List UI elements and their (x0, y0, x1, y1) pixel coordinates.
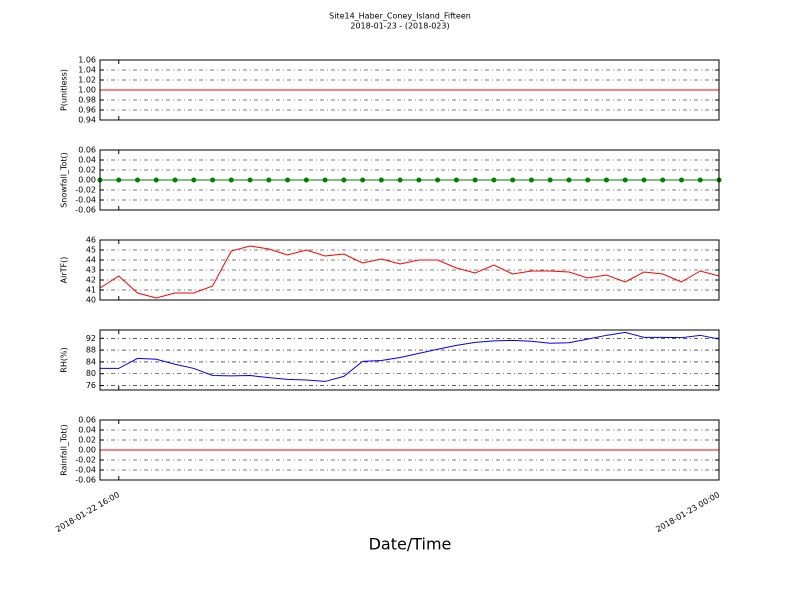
data-point (416, 177, 422, 183)
y-axis-label: Rainfall_Tot() (60, 424, 69, 476)
data-point (210, 177, 216, 183)
y-tick-label: 84 (86, 357, 96, 366)
y-tick-label: -0.06 (75, 476, 96, 485)
data-point (266, 177, 272, 183)
y-tick-label: 0.04 (78, 426, 96, 435)
data-line (99, 245, 720, 299)
data-point (528, 177, 534, 183)
data-point (547, 177, 553, 183)
y-tick-label: 0.00 (78, 176, 96, 185)
data-point (472, 177, 478, 183)
y-axis-label: Snowfall_Tot() (60, 152, 69, 208)
data-line (100, 331, 720, 382)
y-tick-label: 1.00 (78, 86, 96, 95)
axes-frame (99, 239, 720, 301)
y-tick-label: -0.06 (75, 206, 96, 215)
data-point (172, 177, 178, 183)
x-tick-label: 2018-01-23 00:00 (654, 490, 721, 534)
data-point (435, 177, 441, 183)
y-tick-label: 1.06 (78, 56, 96, 65)
x-axis-label: Date/Time (369, 535, 452, 554)
data-point (191, 177, 197, 183)
data-point (585, 177, 591, 183)
y-tick-label: 45 (86, 246, 96, 255)
data-point (641, 177, 647, 183)
y-tick-label: 0.06 (78, 416, 96, 425)
y-tick-label: 0.02 (78, 436, 96, 445)
axes-frame (99, 419, 720, 481)
data-point (360, 177, 366, 183)
y-tick-label: -0.04 (75, 196, 96, 205)
y-tick-label: -0.02 (75, 186, 96, 195)
data-point (153, 177, 159, 183)
y-tick-label: 92 (86, 334, 96, 343)
y-tick-label: 88 (86, 346, 96, 355)
data-point (660, 177, 666, 183)
y-tick-label: 44 (86, 256, 96, 265)
axes-frame (99, 329, 720, 391)
y-tick-label: 42 (86, 276, 96, 285)
data-point (247, 177, 253, 183)
chart-title: Site14_Haber_Coney_Island_Fifteen (329, 12, 471, 21)
y-tick-label: -0.04 (75, 466, 96, 475)
x-tick-label: 2018-01-22 16:00 (54, 490, 121, 534)
data-point (341, 177, 347, 183)
y-tick-label: 1.02 (78, 76, 96, 85)
y-tick-label: 46 (86, 236, 96, 245)
data-point (378, 177, 384, 183)
data-point (622, 177, 628, 183)
data-point (678, 177, 684, 183)
y-tick-label: 0.02 (78, 166, 96, 175)
chart-subtitle: 2018-01-23 - (2018-023) (350, 22, 449, 31)
axes-frame (99, 59, 720, 121)
y-tick-label: 0.06 (78, 146, 96, 155)
y-tick-label: 80 (86, 369, 96, 378)
data-point (228, 177, 234, 183)
y-tick-label: 41 (86, 286, 96, 295)
y-tick-label: 0.98 (78, 96, 96, 105)
y-tick-label: 1.04 (78, 66, 96, 75)
y-tick-label: 76 (86, 381, 96, 390)
y-tick-label: 0.96 (78, 106, 96, 115)
data-point (510, 177, 516, 183)
data-point (322, 177, 328, 183)
y-tick-label: 43 (86, 266, 96, 275)
y-tick-label: 0.94 (78, 116, 96, 125)
data-point (566, 177, 572, 183)
axes-frame (99, 149, 720, 211)
y-tick-label: 0.04 (78, 156, 96, 165)
data-point (603, 177, 609, 183)
data-point (491, 177, 497, 183)
y-tick-label: 40 (86, 296, 96, 305)
data-point (285, 177, 291, 183)
y-tick-label: -0.02 (75, 456, 96, 465)
data-point (116, 177, 122, 183)
data-point (453, 177, 459, 183)
data-point (397, 177, 403, 183)
data-point (697, 177, 703, 183)
y-tick-label: 0.00 (78, 446, 96, 455)
y-axis-label: RH(%) (60, 347, 69, 372)
y-axis-label: P(unitless) (60, 69, 69, 111)
data-point (303, 177, 309, 183)
data-point (135, 177, 141, 183)
y-axis-label: AirTF() (60, 257, 69, 284)
